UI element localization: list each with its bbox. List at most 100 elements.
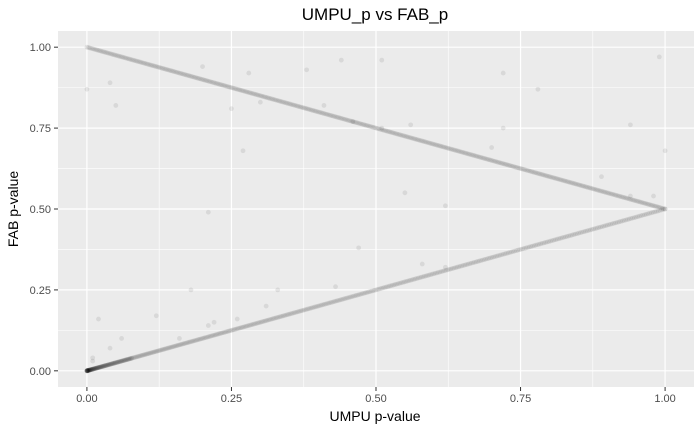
data-point <box>224 84 230 89</box>
x-axis-ticks: 0.00 0.25 0.50 0.75 1.00 <box>76 387 676 405</box>
data-point <box>358 121 364 127</box>
data-point <box>151 63 157 69</box>
data-point <box>439 269 444 274</box>
data-point <box>136 59 142 65</box>
data-point <box>105 50 110 56</box>
data-point <box>85 368 91 373</box>
data-point <box>123 55 128 61</box>
data-point <box>385 129 391 134</box>
data-point <box>538 171 544 177</box>
data-point <box>95 47 101 53</box>
data-point <box>654 209 659 214</box>
data-point <box>368 288 374 294</box>
data-point <box>446 267 452 272</box>
data-point <box>535 86 541 92</box>
data-point <box>149 350 155 356</box>
data-point <box>525 245 531 250</box>
data-point <box>315 109 321 115</box>
data-point <box>447 146 453 152</box>
data-point <box>125 56 131 62</box>
x-tick-label: 0.50 <box>365 393 386 405</box>
data-point <box>497 252 503 258</box>
data-point <box>341 116 347 122</box>
data-point <box>635 198 640 204</box>
data-point <box>401 279 407 285</box>
data-point <box>162 66 168 72</box>
data-point <box>318 110 324 116</box>
data-point <box>406 278 412 284</box>
data-point <box>131 57 137 63</box>
data-point <box>377 126 383 132</box>
data-point <box>219 330 225 336</box>
data-point <box>212 80 218 86</box>
data-point <box>188 287 194 293</box>
data-point <box>110 52 116 57</box>
y-axis-label: FAB p-value <box>5 171 21 247</box>
data-point <box>377 286 383 292</box>
data-point <box>150 349 156 355</box>
data-point <box>576 230 582 236</box>
data-point <box>264 318 270 323</box>
data-point <box>355 292 361 298</box>
data-point <box>554 236 560 242</box>
data-point <box>337 297 343 303</box>
data-point <box>421 139 427 144</box>
data-point <box>384 128 390 134</box>
data-point <box>599 174 604 180</box>
data-point <box>376 286 382 292</box>
data-point <box>202 335 208 341</box>
data-point <box>300 307 306 313</box>
data-point <box>229 85 234 91</box>
data-point <box>359 291 365 297</box>
data-point <box>85 368 91 373</box>
data-point <box>387 129 393 135</box>
data-point <box>182 72 188 77</box>
data-point <box>236 325 242 331</box>
data-point <box>293 309 299 315</box>
data-point <box>574 231 580 237</box>
y-tick-label: 1.00 <box>30 42 51 54</box>
data-point <box>91 366 97 372</box>
data-point <box>290 310 296 316</box>
data-point <box>111 360 117 366</box>
data-point <box>257 99 263 105</box>
data-point <box>343 117 349 123</box>
data-point <box>471 153 477 158</box>
data-point <box>273 315 279 321</box>
data-point <box>345 295 350 301</box>
data-point <box>186 339 192 345</box>
data-point <box>308 305 314 311</box>
data-point <box>543 240 549 245</box>
data-point <box>657 208 663 213</box>
data-point <box>526 244 532 250</box>
data-point <box>294 309 300 315</box>
data-point <box>149 62 155 68</box>
data-point <box>651 193 656 199</box>
data-point <box>246 90 252 96</box>
data-point <box>505 250 511 256</box>
data-point <box>592 186 598 192</box>
data-point <box>614 219 620 225</box>
data-point <box>428 141 434 146</box>
data-point <box>553 176 559 181</box>
data-point <box>200 77 205 82</box>
data-point <box>348 118 354 124</box>
data-point <box>446 146 452 151</box>
data-point <box>589 227 595 232</box>
data-point <box>372 125 378 131</box>
data-point <box>240 324 245 330</box>
data-point <box>98 48 104 54</box>
data-point <box>108 361 114 367</box>
data-point <box>421 273 427 279</box>
data-point <box>397 280 403 286</box>
data-point <box>647 210 653 216</box>
data-point <box>205 334 211 340</box>
data-point <box>109 361 115 367</box>
data-point <box>443 145 449 151</box>
data-point <box>117 359 123 364</box>
data-point <box>498 160 504 166</box>
data-point <box>289 102 295 107</box>
data-point <box>581 229 587 235</box>
data-point <box>124 55 130 61</box>
data-point <box>402 133 408 139</box>
